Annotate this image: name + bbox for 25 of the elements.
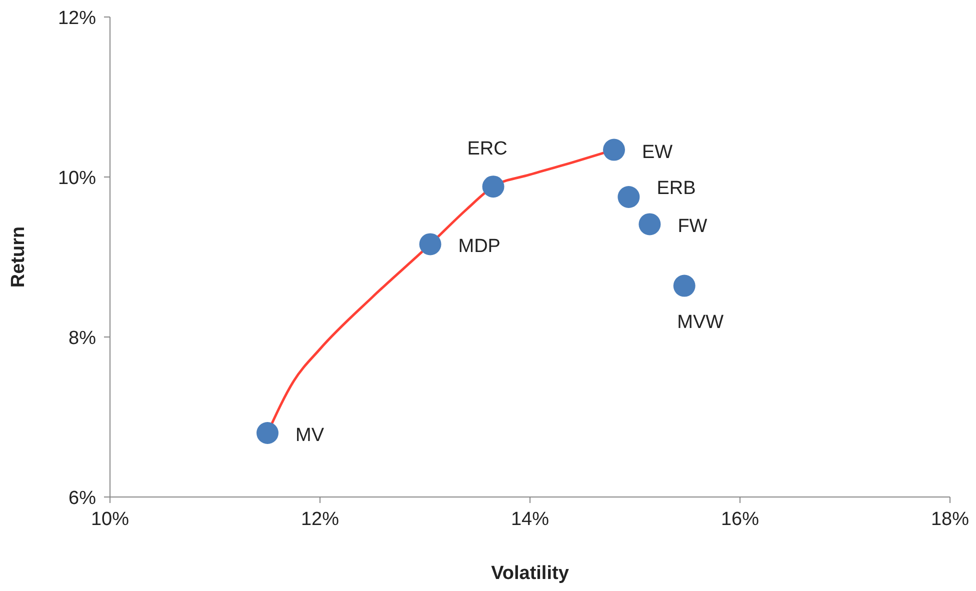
- annotation: ERC: [467, 138, 508, 160]
- x-tick-label: 16%: [720, 509, 760, 530]
- point: [638, 213, 661, 236]
- annotation: MDP: [458, 236, 500, 258]
- y-tick-label: 6%: [68, 488, 96, 509]
- annotation: MV: [296, 425, 324, 446]
- y-tick-label: 10%: [58, 168, 96, 189]
- annotation: MVW: [677, 312, 724, 333]
- y-axis-title: Return: [8, 226, 29, 288]
- point: [482, 176, 504, 198]
- x-tick-label: 12%: [300, 509, 340, 530]
- y-tick-label: 12%: [58, 8, 96, 29]
- point: [256, 422, 278, 444]
- x-tick-label: 14%: [510, 509, 550, 530]
- x-tick-label: 18%: [930, 509, 970, 530]
- annotation: ERB: [656, 178, 696, 199]
- annotation: EW: [642, 142, 673, 163]
- y-tick-label: 8%: [68, 328, 96, 349]
- point: [419, 233, 442, 256]
- point: [603, 138, 625, 161]
- x-axis-title: Volatility: [491, 563, 570, 584]
- point: [618, 186, 640, 208]
- annotation: FW: [678, 216, 708, 238]
- x-tick-label: 10%: [90, 509, 130, 530]
- point: [673, 274, 696, 297]
